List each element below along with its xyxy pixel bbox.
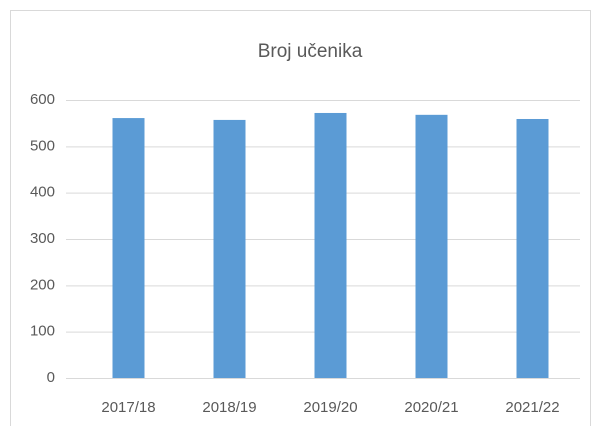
x-tick-label: 2018/19 — [202, 399, 256, 416]
chart-title: Broj učenika — [258, 41, 363, 62]
x-tick-label: 2019/20 — [303, 399, 357, 416]
bar — [213, 119, 246, 378]
y-tick-label: 600 — [30, 91, 55, 108]
y-tick-label: 400 — [30, 184, 55, 201]
y-tick-label: 200 — [30, 276, 55, 293]
x-tick-label: 2021/22 — [505, 399, 559, 416]
y-tick-label: 500 — [30, 137, 55, 154]
bar — [314, 112, 347, 379]
bar — [112, 118, 145, 378]
bar — [415, 114, 448, 379]
chart-frame — [10, 10, 591, 426]
y-tick-label: 300 — [30, 230, 55, 247]
y-tick-label: 0 — [47, 369, 55, 386]
y-tick-label: 100 — [30, 323, 55, 340]
bar — [516, 118, 549, 378]
x-tick-label: 2017/18 — [101, 399, 155, 416]
x-tick-label: 2020/21 — [404, 399, 458, 416]
